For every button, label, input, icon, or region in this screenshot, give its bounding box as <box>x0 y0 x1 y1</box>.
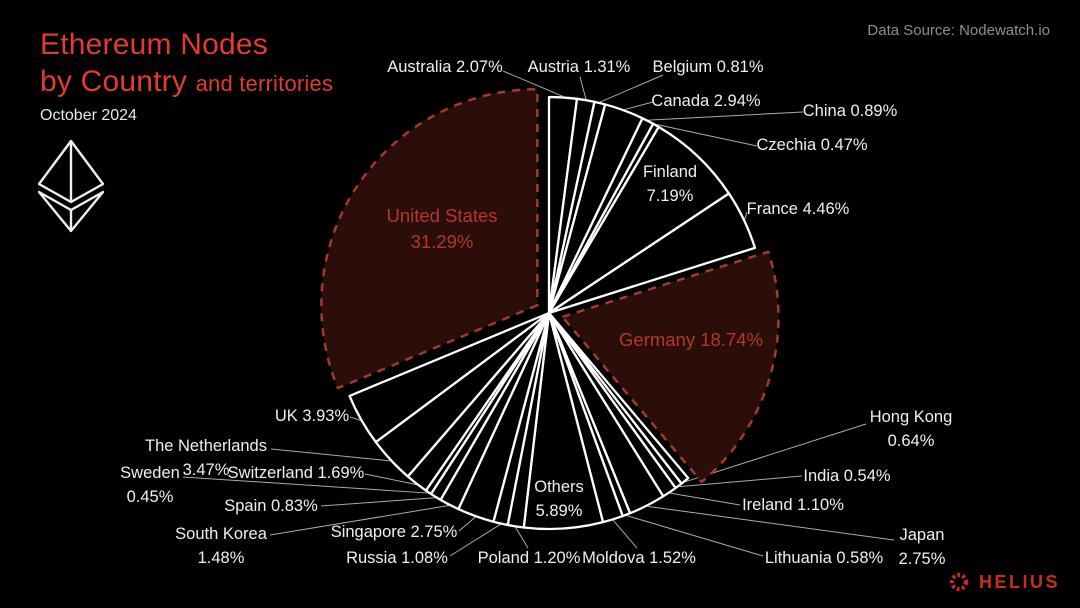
leader-line-spain <box>320 497 436 507</box>
brand-logo: HELIUS <box>947 570 1060 594</box>
leader-line-russia <box>449 524 501 557</box>
leader-line-sweden <box>182 476 428 494</box>
leader-line-singapore <box>458 516 476 532</box>
leader-line-south-korea <box>269 505 449 536</box>
leader-line-the-netherlands <box>270 448 391 462</box>
subtitle-date: October 2024 <box>40 107 137 124</box>
leader-line-lithuania <box>626 515 764 557</box>
pie-slice-uk <box>348 311 551 444</box>
leader-line-japan <box>647 505 895 541</box>
leader-line-austria <box>579 76 587 100</box>
leader-line-india <box>679 475 803 488</box>
pie-slices <box>320 87 780 531</box>
data-source-label: Data Source: Nodewatch.io <box>867 22 1050 39</box>
leader-line-belgium <box>599 74 664 103</box>
leader-line-moldova <box>612 519 638 549</box>
leader-line-australia <box>502 70 564 97</box>
ethereum-logo-icon <box>37 139 105 233</box>
leader-lines <box>182 70 895 557</box>
pie-slice-france <box>547 192 757 315</box>
pie-slice-germany <box>561 250 780 484</box>
helius-burst-icon <box>949 572 969 592</box>
leader-line-switzerland <box>364 473 417 486</box>
leader-line-poland <box>515 527 529 549</box>
leader-line-ireland <box>669 492 741 506</box>
leader-line-hong-kong <box>685 423 867 483</box>
title-line-2: by Country and territories <box>40 65 334 98</box>
leader-line-uk <box>349 416 361 421</box>
leader-line-canada <box>624 101 654 111</box>
brand-name: HELIUS <box>978 571 1060 592</box>
title-line-1: Ethereum Nodes <box>40 28 268 61</box>
title-suffix: and territories <box>195 71 334 96</box>
page-title: Ethereum Nodes by Country and territorie… <box>40 26 333 125</box>
leader-line-czechia <box>656 124 758 147</box>
leader-line-china <box>648 111 804 121</box>
leader-line-france <box>744 211 748 220</box>
pie-slice-united-states <box>320 87 539 390</box>
